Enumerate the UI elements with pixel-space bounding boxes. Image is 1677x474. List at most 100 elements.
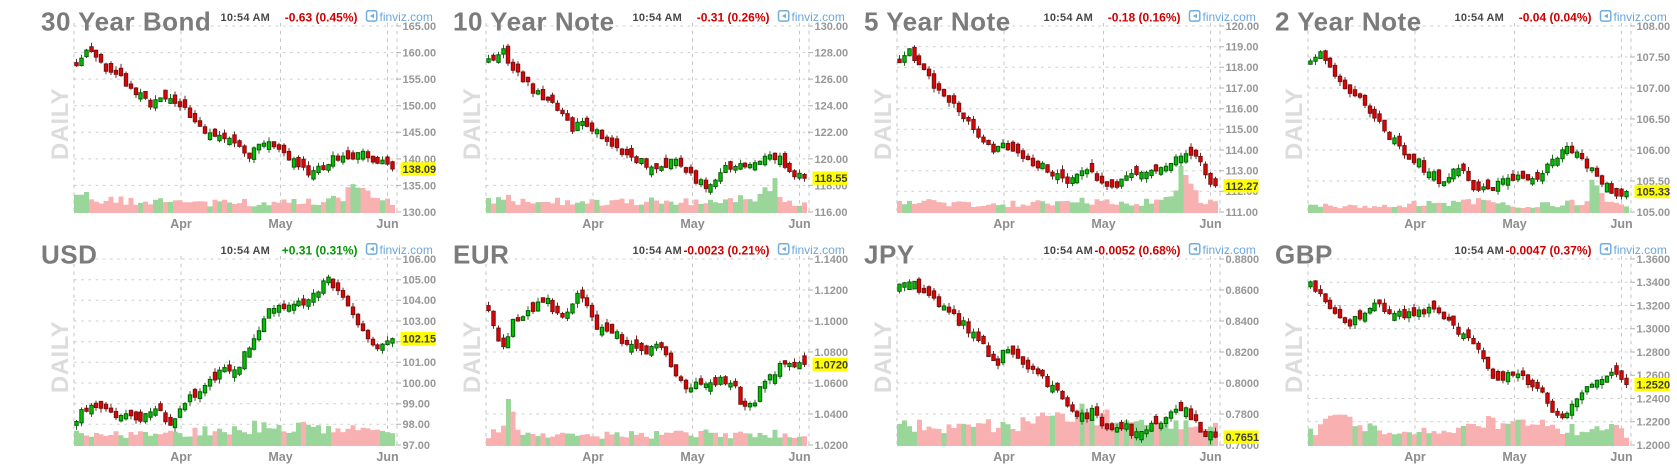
svg-text:115.00: 115.00 xyxy=(1226,124,1259,136)
svg-text:0.8400: 0.8400 xyxy=(1226,316,1260,328)
svg-text:Jun: Jun xyxy=(788,217,810,231)
svg-text:135.00: 135.00 xyxy=(403,180,437,192)
svg-text:EUR: EUR xyxy=(453,240,509,270)
svg-text:1.1400: 1.1400 xyxy=(815,254,849,266)
svg-text:-0.04 (0.04%): -0.04 (0.04%) xyxy=(1519,11,1592,25)
svg-text:10:54 AM: 10:54 AM xyxy=(1455,12,1505,24)
svg-text:0.7800: 0.7800 xyxy=(1226,409,1260,421)
svg-text:DAILY: DAILY xyxy=(47,88,74,160)
svg-text:May: May xyxy=(1502,217,1526,231)
svg-text:May: May xyxy=(268,217,292,231)
svg-text:120.00: 120.00 xyxy=(1226,21,1260,33)
svg-text:119.00: 119.00 xyxy=(1226,42,1259,54)
svg-text:99.00: 99.00 xyxy=(403,399,431,411)
svg-text:10:54 AM: 10:54 AM xyxy=(221,245,271,257)
svg-text:finviz.com: finviz.com xyxy=(1203,10,1256,24)
svg-text:160.00: 160.00 xyxy=(403,48,437,60)
svg-text:finviz.com: finviz.com xyxy=(380,10,433,24)
svg-text:-0.0023 (0.21%): -0.0023 (0.21%) xyxy=(683,244,769,258)
svg-text:107.00: 107.00 xyxy=(1637,83,1671,95)
svg-text:106.00: 106.00 xyxy=(403,254,437,266)
svg-text:126.00: 126.00 xyxy=(815,74,849,86)
svg-text:0.8000: 0.8000 xyxy=(1226,378,1260,390)
svg-text:150.00: 150.00 xyxy=(403,101,437,113)
svg-text:124.00: 124.00 xyxy=(815,101,849,113)
svg-text:1.1000: 1.1000 xyxy=(815,316,849,328)
svg-text:finviz.com: finviz.com xyxy=(1614,243,1667,257)
svg-text:-0.63 (0.45%): -0.63 (0.45%) xyxy=(285,11,358,25)
svg-text:128.00: 128.00 xyxy=(815,48,849,60)
svg-text:98.00: 98.00 xyxy=(403,419,431,431)
svg-text:finviz.com: finviz.com xyxy=(380,243,433,257)
svg-text:1.0600: 1.0600 xyxy=(815,378,849,390)
svg-text:Apr: Apr xyxy=(170,217,192,231)
svg-text:DAILY: DAILY xyxy=(1281,88,1308,160)
svg-text:145.00: 145.00 xyxy=(403,127,437,139)
svg-text:102.15: 102.15 xyxy=(403,334,437,346)
svg-text:Jun: Jun xyxy=(1199,450,1221,464)
svg-text:116.00: 116.00 xyxy=(815,207,848,219)
svg-text:103.00: 103.00 xyxy=(403,316,437,328)
svg-text:97.00: 97.00 xyxy=(403,440,431,452)
svg-text:1.3000: 1.3000 xyxy=(1637,324,1671,336)
svg-text:104.00: 104.00 xyxy=(403,295,437,307)
svg-text:112.27: 112.27 xyxy=(1226,181,1259,193)
svg-text:Jun: Jun xyxy=(376,450,398,464)
svg-text:USD: USD xyxy=(41,240,97,270)
svg-text:-0.31 (0.26%): -0.31 (0.26%) xyxy=(697,11,770,25)
svg-text:130.00: 130.00 xyxy=(815,21,849,33)
svg-text:GBP: GBP xyxy=(1275,240,1333,270)
svg-text:Apr: Apr xyxy=(993,217,1015,231)
svg-text:1.3400: 1.3400 xyxy=(1637,277,1671,289)
svg-text:105.00: 105.00 xyxy=(1637,207,1671,219)
svg-text:Apr: Apr xyxy=(582,217,604,231)
svg-text:138.09: 138.09 xyxy=(403,164,437,176)
svg-text:114.00: 114.00 xyxy=(1226,145,1259,157)
svg-text:1.2520: 1.2520 xyxy=(1637,380,1671,392)
svg-text:1.2400: 1.2400 xyxy=(1637,393,1671,405)
svg-text:May: May xyxy=(680,217,704,231)
svg-text:-0.0052 (0.68%): -0.0052 (0.68%) xyxy=(1094,244,1180,258)
svg-text:+0.31 (0.31%): +0.31 (0.31%) xyxy=(282,244,358,258)
svg-text:111.00: 111.00 xyxy=(1226,207,1258,219)
svg-text:107.50: 107.50 xyxy=(1637,52,1671,64)
svg-text:Jun: Jun xyxy=(376,217,398,231)
svg-text:finviz.com: finviz.com xyxy=(792,10,845,24)
svg-text:May: May xyxy=(268,450,292,464)
svg-text:122.00: 122.00 xyxy=(815,127,849,139)
svg-text:5 Year Note: 5 Year Note xyxy=(864,7,1011,37)
svg-text:Jun: Jun xyxy=(1610,450,1632,464)
svg-text:finviz.com: finviz.com xyxy=(1614,10,1667,24)
svg-text:117.00: 117.00 xyxy=(1226,83,1259,95)
svg-text:10:54 AM: 10:54 AM xyxy=(1455,245,1505,257)
svg-text:120.00: 120.00 xyxy=(815,154,849,166)
svg-text:108.00: 108.00 xyxy=(1637,21,1671,33)
svg-text:Apr: Apr xyxy=(170,450,192,464)
svg-text:finviz.com: finviz.com xyxy=(1203,243,1256,257)
svg-text:1.2800: 1.2800 xyxy=(1637,347,1671,359)
svg-text:106.00: 106.00 xyxy=(1637,145,1671,157)
svg-text:DAILY: DAILY xyxy=(459,321,486,393)
svg-text:113.00: 113.00 xyxy=(1226,166,1259,178)
svg-text:-0.18 (0.16%): -0.18 (0.16%) xyxy=(1108,11,1181,25)
svg-text:0.8200: 0.8200 xyxy=(1226,347,1260,359)
svg-text:30 Year Bond: 30 Year Bond xyxy=(41,7,211,37)
svg-text:May: May xyxy=(1091,217,1115,231)
svg-text:Jun: Jun xyxy=(1610,217,1632,231)
svg-text:May: May xyxy=(680,450,704,464)
svg-text:116.00: 116.00 xyxy=(1226,104,1259,116)
svg-text:1.0400: 1.0400 xyxy=(815,409,849,421)
svg-text:1.1200: 1.1200 xyxy=(815,285,849,297)
svg-text:1.2200: 1.2200 xyxy=(1637,417,1671,429)
svg-text:DAILY: DAILY xyxy=(459,88,486,160)
svg-text:105.33: 105.33 xyxy=(1637,187,1671,199)
svg-text:Jun: Jun xyxy=(788,450,810,464)
svg-text:10:54 AM: 10:54 AM xyxy=(221,12,271,24)
svg-text:118.55: 118.55 xyxy=(815,173,848,185)
svg-text:105.00: 105.00 xyxy=(403,275,437,287)
svg-text:10:54 AM: 10:54 AM xyxy=(633,245,683,257)
svg-text:DAILY: DAILY xyxy=(870,321,897,393)
svg-text:Apr: Apr xyxy=(582,450,604,464)
svg-text:Apr: Apr xyxy=(1404,450,1426,464)
svg-text:DAILY: DAILY xyxy=(47,321,74,393)
